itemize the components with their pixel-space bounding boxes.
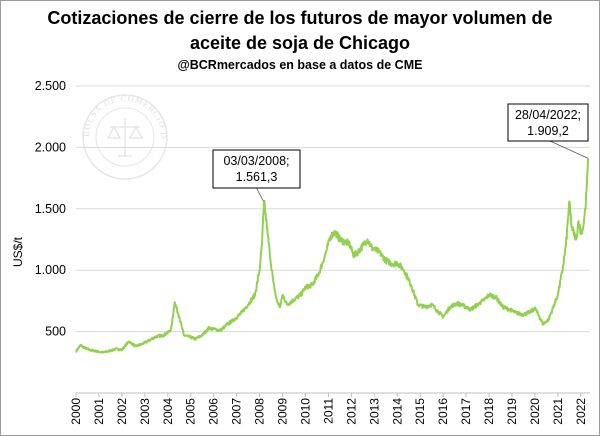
x-tick-label: 2022	[574, 398, 588, 425]
svg-text:BOLSA DE COMERCIO DE ROSARIO: BOLSA DE COMERCIO DE ROSARIO	[0, 0, 169, 139]
y-tick-label: 1.500	[35, 202, 66, 216]
x-tick-label: 2005	[184, 398, 198, 425]
x-tick-label: 2000	[69, 398, 83, 425]
x-tick-label: 2011	[321, 398, 335, 424]
annotation-leader	[549, 140, 589, 159]
x-tick-label: 2003	[138, 398, 152, 425]
x-tick-label: 2018	[482, 398, 496, 425]
annotation-value: 1.561,3	[236, 170, 278, 184]
x-tick-label: 2004	[161, 398, 175, 425]
x-tick-label: 2012	[344, 398, 358, 425]
x-tick-label: 2009	[276, 398, 290, 425]
x-tick-label: 2002	[115, 398, 129, 425]
x-tick-label: 2016	[436, 398, 450, 425]
annotation-leader	[256, 187, 264, 202]
chart-subtitle: @BCRmercados en base a datos de CME	[177, 58, 423, 72]
annotation-box	[212, 149, 301, 189]
x-tick-label: 2017	[459, 398, 473, 425]
y-tick-label: 2.000	[35, 140, 66, 154]
annotation-date: 03/03/2008;	[223, 154, 289, 168]
annotation-box	[507, 103, 589, 142]
y-tick-label: 1.000	[35, 263, 66, 277]
x-tick-label: 2008	[253, 398, 267, 425]
series-layer	[75, 158, 590, 354]
x-tick-label: 2020	[528, 398, 542, 425]
x-tick-label: 2021	[551, 398, 565, 425]
x-tick-label: 2010	[298, 398, 312, 425]
x-tick-label: 2007	[230, 398, 244, 425]
annotation-value: 1.909,2	[527, 124, 569, 138]
x-axis-ticks: 2000 2001 2002 2003 2004 2005 2006 2007 2008 2009…	[69, 393, 588, 425]
annotation-date: 28/04/2022;	[515, 108, 581, 122]
y-tick-label: 2.500	[35, 79, 66, 93]
chart-title-line2: aceite de soja de Chicago	[189, 33, 411, 53]
y-axis-label: US$/t	[11, 236, 25, 267]
x-tick-label: 2006	[207, 398, 221, 425]
seal-logo-watermark: BOLSA DE COMERCIO DE ROSARIO	[0, 0, 169, 180]
y-axis-ticks: 500 1.000 1.500 2.000 2.500	[35, 79, 66, 339]
x-tick-label: 2019	[505, 398, 519, 425]
chart-title-line1: Cotizaciones de cierre de los futuros de…	[47, 8, 553, 28]
y-tick-label: 500	[45, 325, 66, 339]
annotations-layer: 03/03/2008; 1.561,3 28/04/2022; 1.909,2	[212, 103, 589, 202]
x-tick-label: 2014	[390, 398, 404, 425]
x-tick-label: 2001	[92, 398, 106, 425]
x-tick-label: 2013	[367, 398, 381, 425]
x-tick-label: 2015	[413, 398, 427, 425]
gridlines	[76, 85, 590, 394]
seal-text: BOLSA DE COMERCIO DE ROSARIO	[0, 0, 168, 139]
series-line	[75, 158, 590, 354]
